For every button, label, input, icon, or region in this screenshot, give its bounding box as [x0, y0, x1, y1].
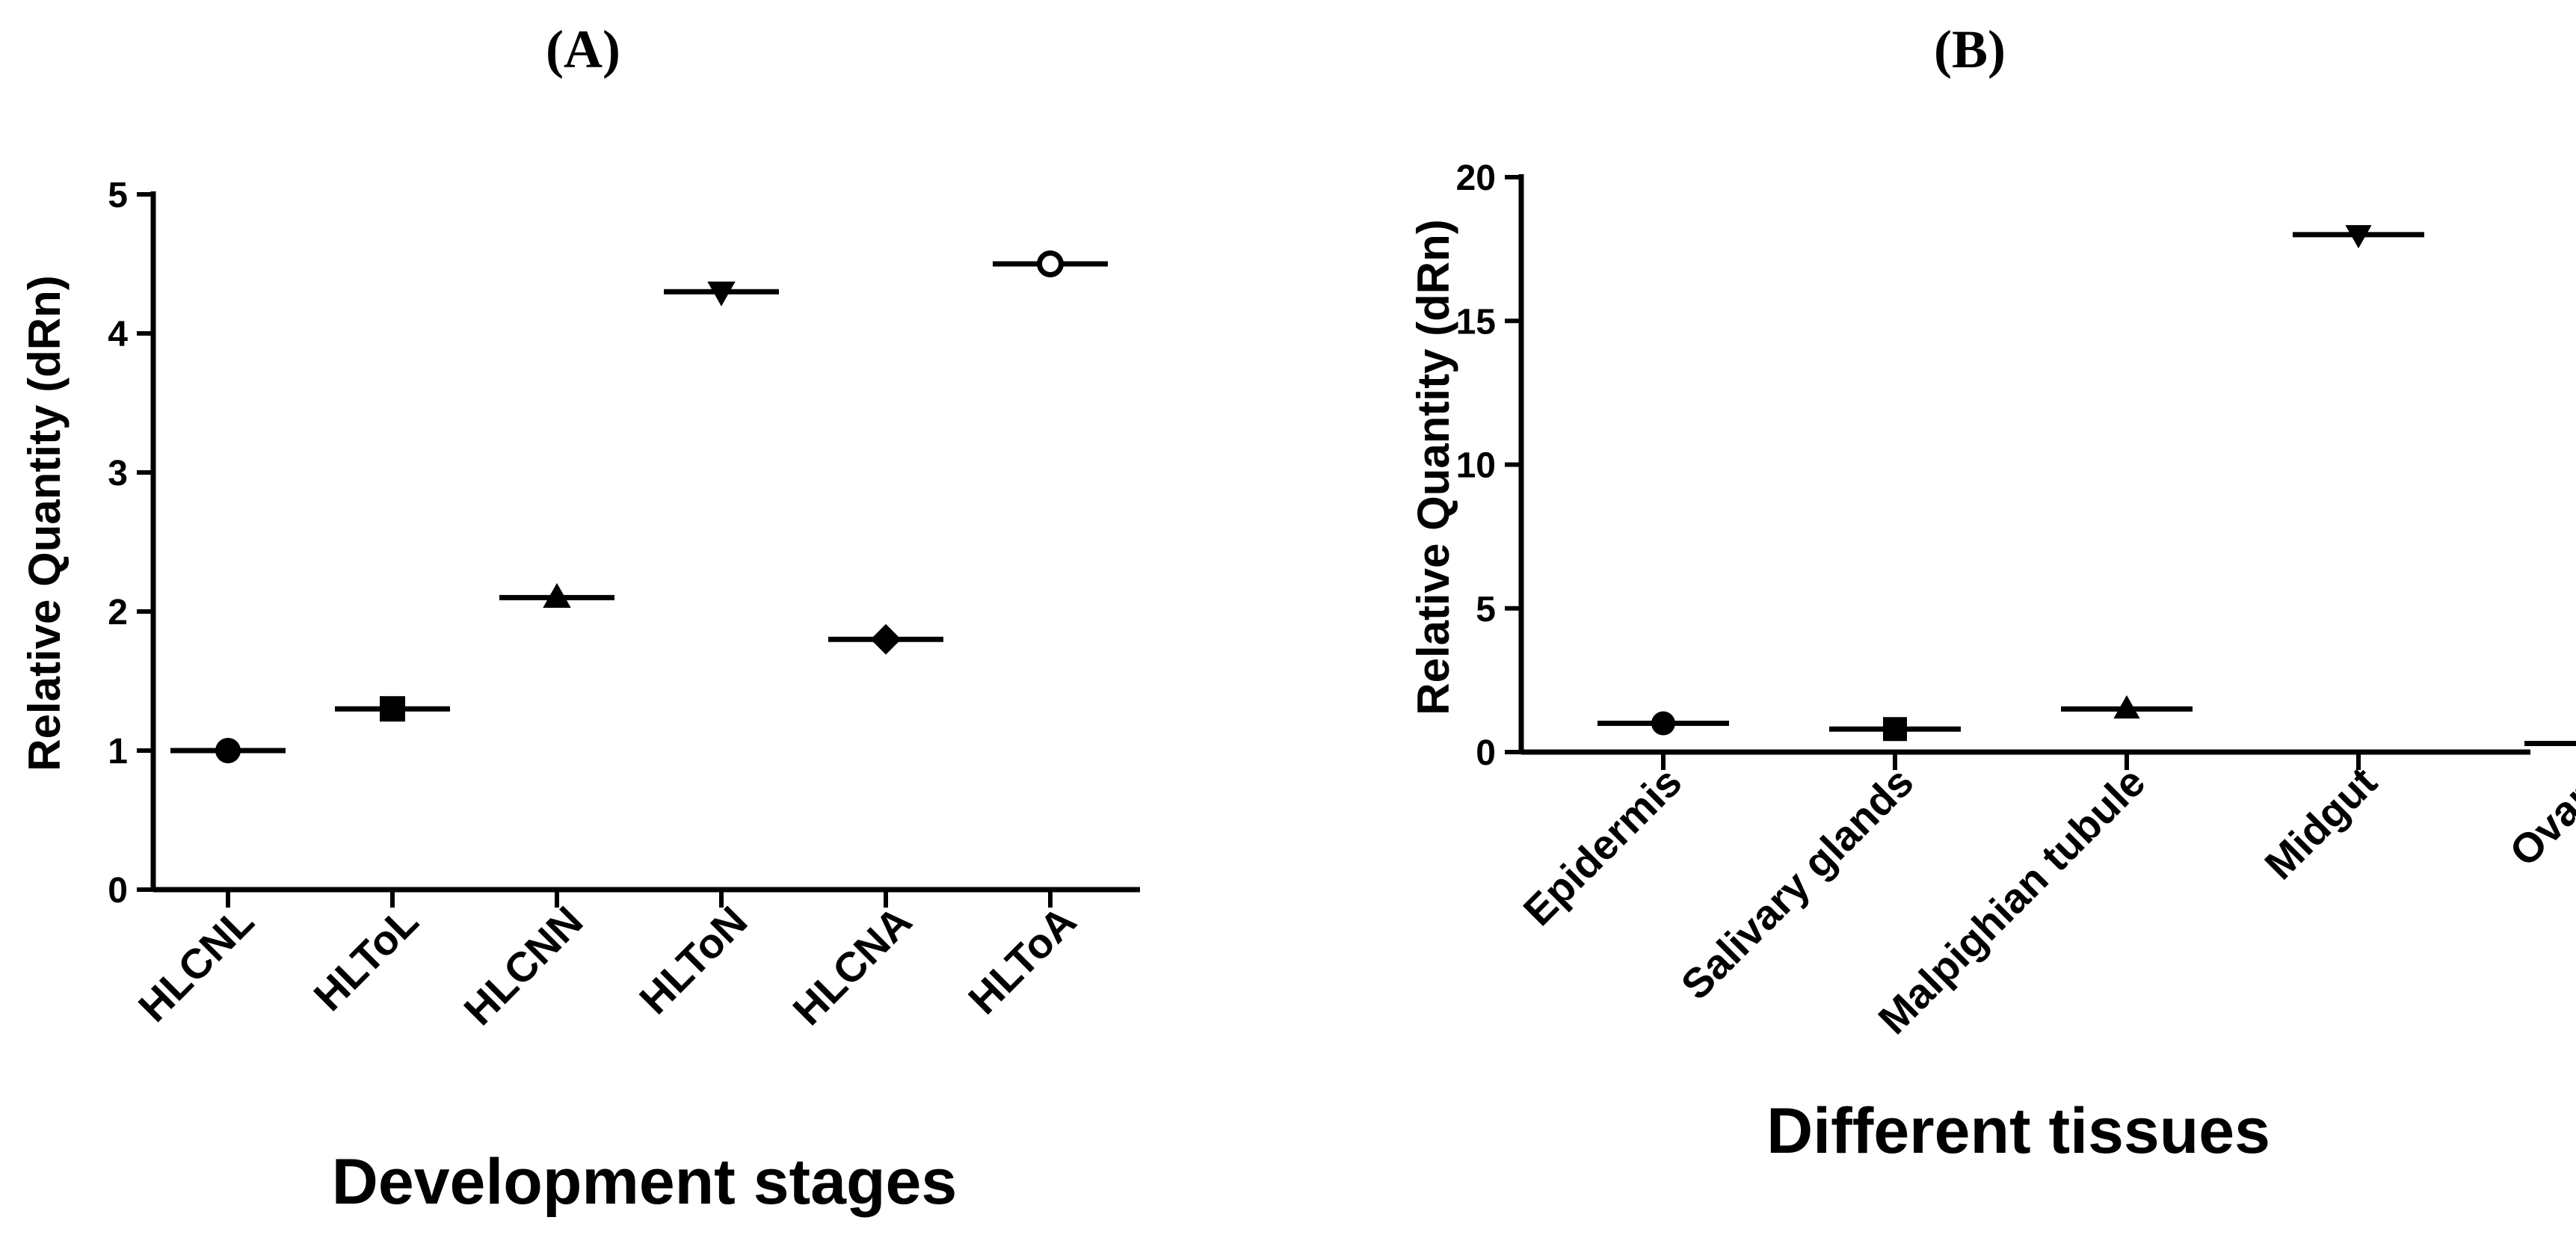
data-point-open-circle: [1037, 250, 1064, 277]
y-tick-label: 4: [108, 315, 128, 354]
x-tick-label: Midgut: [2255, 758, 2385, 888]
data-point-square: [380, 696, 405, 722]
x-tick-label: Salivary glands: [1671, 758, 1922, 1008]
y-tick-label: 15: [1456, 302, 1496, 342]
data-point-triangle-up: [543, 582, 571, 608]
panel-b-different-tissues: (B) 0 5 10 15 20 Relative Quantity (dRn) Epider…: [1408, 19, 2576, 1167]
x-tick-label: Epidermis: [1514, 758, 1690, 934]
x-tick-label: Ovary: [2500, 758, 2576, 875]
x-tick-label: HLCNN: [455, 897, 591, 1034]
y-tick-label: 5: [108, 176, 128, 215]
y-tick-label: 5: [1476, 590, 1496, 629]
panel-label: (B): [1934, 19, 2006, 79]
y-tick-label: 20: [1456, 158, 1496, 198]
data-point-triangle-up: [2113, 695, 2140, 719]
data-point-circle: [1651, 711, 1675, 736]
y-tick-label: 10: [1456, 446, 1496, 486]
y-tick-label: 3: [108, 454, 128, 493]
x-axis-label: Different tissues: [1766, 1095, 2270, 1167]
x-tick-label: HLToL: [304, 897, 427, 1020]
data-point-diamond: [870, 623, 902, 655]
x-axis-label: Development stages: [332, 1146, 957, 1218]
y-tick-label: 1: [108, 732, 128, 772]
panel-label: (A): [546, 19, 620, 79]
x-tick-label: HLToA: [959, 897, 1085, 1023]
y-tick-label: 2: [108, 593, 128, 632]
data-point-square: [1883, 717, 1907, 742]
data-point-triangle-down: [707, 281, 736, 307]
y-axis-label: Relative Quantity (dRn): [19, 275, 70, 771]
x-tick-label: HLToN: [630, 897, 756, 1023]
x-tick-label: HLCNL: [129, 897, 263, 1031]
x-tick-label: HLCNA: [783, 897, 920, 1034]
panel-a-development-stages: (A) 0 1 2 3 4 5 Relative Quantity (dRn) HLCNL HLT…: [19, 19, 1140, 1218]
y-tick-label: 0: [1476, 733, 1496, 773]
data-point-triangle-down: [2345, 225, 2372, 249]
y-axis-label: Relative Quantity (dRn): [1408, 219, 1458, 715]
y-tick-label: 0: [108, 871, 128, 911]
data-point-circle: [215, 738, 241, 763]
